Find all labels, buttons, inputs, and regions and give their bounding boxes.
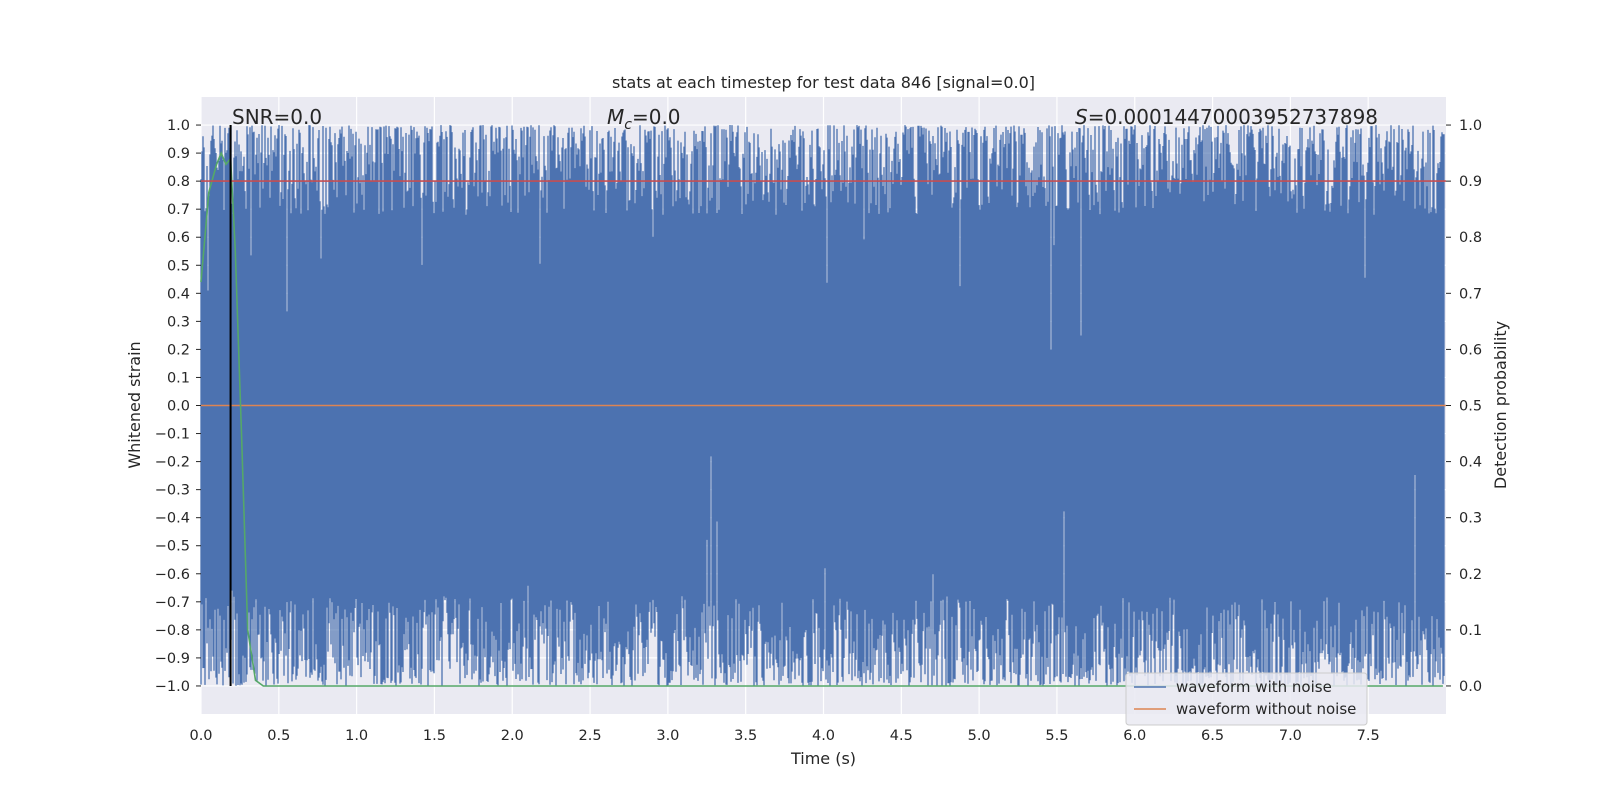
y2-tick-label: 0.2 [1459,567,1482,583]
s-symbol: S [1075,105,1088,129]
x-tick-label: 6.5 [1201,728,1224,744]
x-tick-label: 5.5 [1045,728,1068,744]
y-tick-label: −0.8 [155,623,190,639]
y2-tick-label: 1.0 [1459,118,1482,134]
y-tick-label: −1.0 [155,679,190,695]
y-axis-label: Whitened strain [125,341,144,468]
legend-label-with-noise: waveform with noise [1176,678,1332,696]
x-tick-label: 0.5 [267,728,290,744]
x-tick-labels: 0.0 0.5 1.0 1.5 2.0 2.5 3.0 3.5 4.0 4.5 5.0 5.5 6.0 6… [189,728,1379,744]
y-tick-label: 0.0 [167,399,190,415]
y2-tick-label: 0.8 [1459,230,1482,246]
y2-tick-labels: 1.0 0.9 0.8 0.7 0.6 0.5 0.4 0.3 0.2 0.1 0.0 [1446,118,1482,695]
y-tick-label: −0.9 [155,651,190,667]
y2-tick-label: 0.7 [1459,286,1482,302]
y2-tick-label: 0.4 [1459,455,1482,471]
x-tick-label: 4.0 [812,728,835,744]
chirp-mass-value: =0.0 [632,105,681,129]
y2-tick-label: 0.0 [1459,679,1482,695]
legend-label-without-noise: waveform without noise [1176,700,1356,718]
snr-annotation: SNR=0.0 [232,105,322,129]
y-tick-label: −0.7 [155,595,190,611]
x-tick-label: 0.0 [189,728,212,744]
x-tick-label: 4.5 [890,728,913,744]
s-annotation: S=0.00014470003952737898 [1075,105,1378,129]
legend: waveform with noise waveform without noi… [1125,672,1368,726]
line-series [200,125,1446,687]
y-tick-label: −0.3 [155,483,190,499]
y-tick-label: −0.1 [155,427,190,443]
y-tick-label: 1.0 [167,118,190,134]
x-tick-label: 2.5 [579,728,602,744]
y2-tick-label: 0.3 [1459,511,1482,527]
x-tick-label: 3.5 [734,728,757,744]
y-tick-label: 0.7 [167,202,190,218]
x-tick-label: 7.0 [1279,728,1302,744]
y2-tick-label: 0.6 [1459,342,1482,358]
y-tick-label: 0.4 [167,286,190,302]
y2-tick-label: 0.1 [1459,623,1482,639]
y-tick-label: 0.8 [167,174,190,190]
y-tick-label: 0.1 [167,370,190,386]
chart-title: stats at each timestep for test data 846… [612,73,1035,92]
y2-axis-label: Detection probability [1491,321,1510,489]
chirp-mass-annotation: Mc=0.0 [607,105,681,133]
x-axis-label: Time (s) [790,749,856,768]
y-tick-label: 0.5 [167,258,190,274]
y-tick-label: −0.4 [155,511,190,527]
x-tick-label: 1.5 [423,728,446,744]
y-tick-labels: 1.0 0.9 0.8 0.7 0.6 0.5 0.4 0.3 0.2 0.1 0.0 −0.1 −0.… [155,118,201,695]
x-tick-label: 5.0 [968,728,991,744]
y2-tick-label: 0.9 [1459,174,1482,190]
x-tick-label: 6.0 [1123,728,1146,744]
x-tick-label: 2.0 [501,728,524,744]
y2-tick-label: 0.5 [1459,399,1482,415]
x-tick-label: 7.5 [1357,728,1380,744]
y-tick-label: −0.5 [155,539,190,555]
legend-box [1125,672,1368,726]
y-tick-label: 0.6 [167,230,190,246]
y-tick-label: 0.3 [167,314,190,330]
chirp-mass-symbol: M [607,105,624,129]
y-tick-label: −0.6 [155,567,190,583]
series-line-2 [200,151,1443,687]
y-tick-label: 0.2 [167,342,190,358]
s-value: =0.00014470003952737898 [1088,105,1378,129]
x-tick-label: 3.0 [656,728,679,744]
x-tick-label: 1.0 [345,728,368,744]
chirp-mass-subscript: c [624,117,632,133]
y-tick-label: −0.2 [155,455,190,471]
y-tick-label: 0.9 [167,146,190,162]
